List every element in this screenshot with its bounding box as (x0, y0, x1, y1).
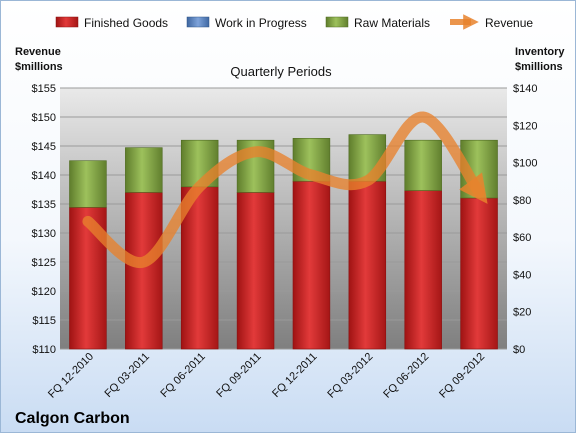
legend-item-raw-materials: Raw Materials (325, 16, 430, 30)
bar-series (69, 134, 498, 350)
left-axis-title-line2: $millions (15, 61, 63, 73)
legend-label-raw-materials: Raw Materials (354, 16, 430, 30)
bar-finished-goods (460, 197, 498, 350)
category-label: FQ 06-2012 (381, 351, 431, 401)
right-axis-ticks: $0 $20 $40 $60 $80 $100 $120 $140 (513, 83, 537, 356)
right-tick-label: $20 (513, 307, 531, 319)
left-axis-title-line1: Revenue (15, 46, 61, 58)
legend-label-finished-goods: Finished Goods (84, 16, 168, 30)
legend-label-revenue: Revenue (485, 16, 533, 30)
category-label: FQ 03-2012 (325, 351, 375, 401)
left-tick-label: $115 (32, 315, 56, 327)
legend: Finished Goods Work in Progress Raw Mate… (55, 14, 533, 30)
chart-title: Quarterly Periods (230, 64, 332, 79)
right-tick-label: $40 (513, 269, 531, 281)
right-tick-label: $60 (513, 232, 531, 244)
bar-raw-materials (404, 139, 442, 191)
legend-swatch-raw-materials (325, 16, 349, 28)
right-tick-label: $80 (513, 195, 531, 207)
right-tick-label: $100 (513, 158, 537, 170)
right-axis-title-line2: $millions (515, 61, 563, 73)
bar-raw-materials (69, 160, 107, 208)
legend-item-finished-goods: Finished Goods (55, 16, 168, 30)
bar-finished-goods (125, 192, 163, 350)
category-label: FQ 03-2011 (103, 351, 152, 400)
left-tick-label: $135 (32, 199, 56, 211)
bar-finished-goods (292, 180, 331, 350)
bar-finished-goods (404, 190, 442, 350)
bar-finished-goods (236, 192, 275, 350)
legend-swatch-finished-goods (55, 16, 79, 28)
left-tick-label: $120 (32, 286, 56, 298)
right-axis-title-line1: Inventory (515, 46, 565, 58)
left-axis-ticks: $110 $115 $120 $125 $130 $135 $140 $145 $150 $155 (32, 83, 56, 356)
revenue-line-series (82, 111, 488, 268)
revenue-line (82, 111, 488, 268)
category-label: FQ 09-2012 (437, 351, 487, 401)
left-tick-label: $140 (32, 170, 56, 182)
left-tick-label: $110 (32, 344, 56, 356)
company-name: Calgon Carbon (15, 410, 130, 427)
category-label: FQ 12-2010 (46, 351, 96, 401)
left-tick-label: $150 (32, 112, 56, 124)
right-tick-label: $140 (513, 83, 537, 95)
category-labels: FQ 12-2010 FQ 03-2011 FQ 06-2011 FQ 09-2011… (46, 351, 487, 401)
legend-swatch-work-in-progress (186, 16, 210, 28)
left-tick-label: $130 (32, 228, 56, 240)
legend-label-work-in-progress: Work in Progress (215, 16, 307, 30)
right-tick-label: $120 (513, 120, 537, 132)
category-label: FQ 12-2011 (270, 351, 319, 400)
left-tick-label: $145 (32, 141, 56, 153)
left-tick-label: $155 (32, 83, 56, 95)
bar-finished-goods (348, 180, 387, 350)
bar-raw-materials (125, 147, 163, 193)
left-tick-label: $125 (32, 257, 56, 269)
category-label: FQ 06-2011 (158, 351, 207, 400)
bar-finished-goods (180, 186, 219, 350)
category-label: FQ 09-2011 (214, 351, 263, 400)
legend-item-work-in-progress: Work in Progress (186, 16, 307, 30)
right-tick-label: $0 (513, 344, 525, 356)
legend-item-revenue: Revenue (450, 14, 533, 30)
